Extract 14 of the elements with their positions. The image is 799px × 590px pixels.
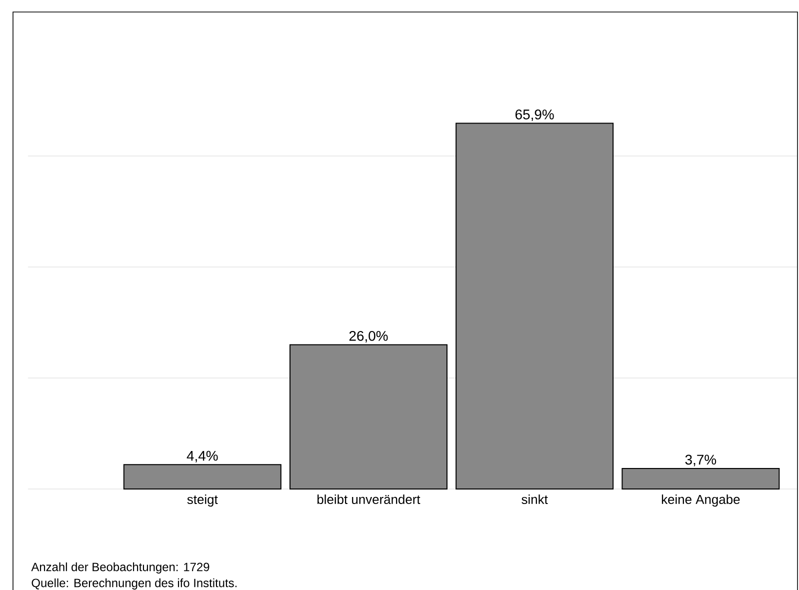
data-label: 4,4% <box>186 450 218 462</box>
data-label: 3,7% <box>685 454 716 466</box>
bar <box>123 464 282 490</box>
x-tick-label: bleibt unverändert <box>317 494 420 504</box>
x-tick-label: keine Angabe <box>662 494 740 507</box>
bar <box>622 468 780 490</box>
bar <box>456 122 614 490</box>
source-note: Quelle: Berechnungen des ifo Instituts. <box>32 578 237 590</box>
text: Anzahl der Beobachtungen: 1729 <box>31 562 210 574</box>
data-label: 26,0% <box>349 330 388 342</box>
x-tick-label: steigt <box>187 494 218 507</box>
data-label: 65,9% <box>516 110 554 122</box>
x-tick-label: sinkt <box>522 494 548 504</box>
bar <box>289 344 448 490</box>
